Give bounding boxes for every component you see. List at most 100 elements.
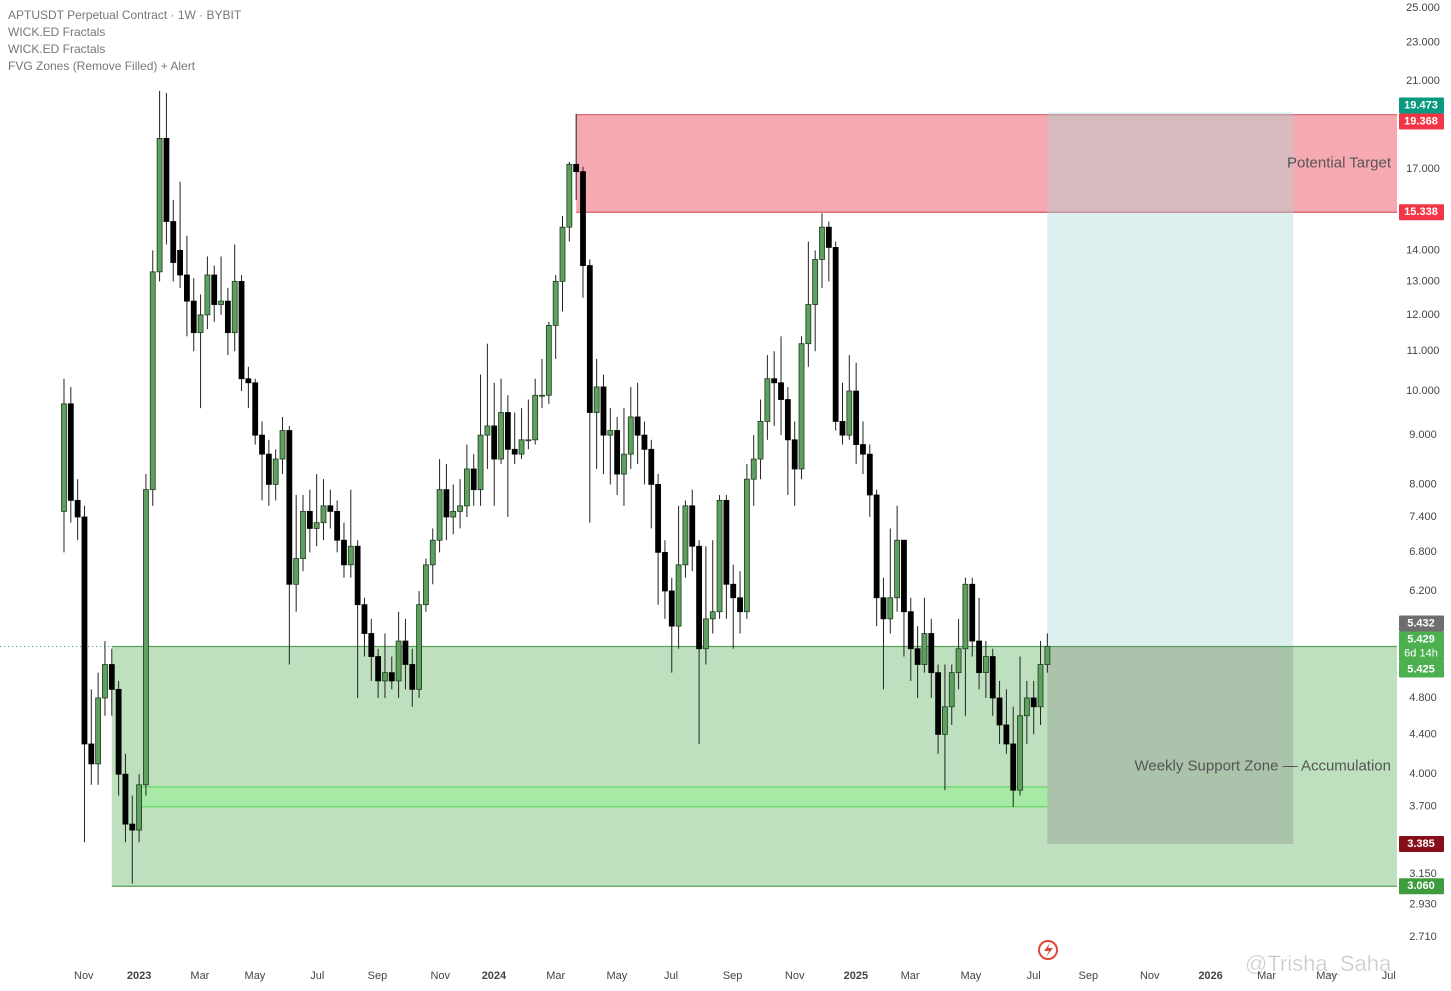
candle-body	[61, 403, 67, 512]
watermark: @Trisha_Saha	[1245, 951, 1392, 976]
x-tick-label: May	[960, 970, 981, 982]
zone	[139, 786, 1048, 807]
price-label: 5.432	[1407, 617, 1435, 629]
candle-body	[853, 390, 860, 445]
candle-body	[327, 505, 334, 512]
candle-body	[703, 618, 709, 650]
candle-body	[108, 664, 115, 690]
candle-body	[860, 444, 866, 455]
x-tick-label: May	[245, 970, 266, 982]
candle-body	[259, 434, 265, 455]
candle-body	[901, 539, 907, 613]
y-tick-label: 4.000	[1409, 768, 1437, 780]
candle-body	[300, 510, 306, 559]
candle-body	[928, 633, 935, 674]
candle-body	[921, 633, 928, 665]
candle-body	[778, 382, 784, 400]
candle-body	[149, 271, 156, 491]
candle-body	[122, 773, 129, 825]
candle-body	[757, 421, 764, 460]
candle-body	[696, 545, 702, 650]
candle-body	[450, 510, 457, 518]
candle-body	[641, 434, 648, 450]
candle-body	[805, 304, 812, 345]
logo-icon	[1038, 940, 1058, 960]
candle-body	[504, 412, 511, 450]
candle-body	[436, 489, 443, 541]
candle-body	[873, 494, 880, 599]
candle-body	[996, 697, 1003, 726]
candle-body	[416, 604, 422, 690]
candle-body	[463, 468, 470, 507]
candle-body	[627, 416, 634, 455]
x-tick-label: Mar	[1257, 970, 1276, 982]
candle-body	[907, 611, 914, 650]
candle-body	[545, 325, 552, 396]
x-tick-label: Nov	[430, 970, 450, 982]
x-tick-label: 2025	[844, 970, 868, 982]
candle-body	[566, 163, 573, 228]
candle-body	[211, 274, 218, 305]
y-tick-label: 23.000	[1406, 37, 1440, 49]
candle-body	[484, 425, 491, 436]
candle-body	[948, 672, 955, 708]
y-tick-label: 2.710	[1409, 931, 1437, 943]
candle-body	[593, 386, 600, 413]
y-tick-label: 8.000	[1409, 478, 1437, 490]
x-tick-label: May	[606, 970, 627, 982]
x-tick-label: 2024	[482, 970, 507, 982]
candle-body	[354, 545, 361, 606]
candle-body	[388, 672, 395, 682]
candle-body	[580, 171, 586, 266]
price-label-box	[1399, 113, 1444, 130]
zone-label: Weekly Support Zone — Accumulation	[1134, 757, 1391, 774]
candle-body	[846, 390, 853, 436]
y-tick-label: 4.800	[1409, 692, 1437, 704]
candle-body	[443, 489, 450, 518]
candle-body	[825, 226, 832, 248]
candle-body	[95, 697, 102, 765]
candle-body	[136, 784, 143, 831]
candle-body	[368, 633, 375, 657]
candle-body	[982, 656, 989, 674]
candle-body	[341, 539, 347, 566]
candle-body	[1023, 697, 1030, 717]
candle-body	[914, 648, 921, 665]
price-label: 3.385	[1407, 838, 1435, 850]
candle-body	[74, 499, 81, 518]
candle-body	[1003, 724, 1010, 745]
candle-body	[607, 430, 614, 436]
candle-body	[395, 640, 402, 682]
indicator-name: WICK.ED Fractals	[8, 25, 105, 39]
candle-body	[750, 458, 757, 480]
y-tick-label: 7.400	[1409, 511, 1437, 523]
y-tick-label: 2.930	[1409, 898, 1437, 910]
candle-body	[532, 394, 539, 441]
candle-body	[129, 823, 136, 831]
candle-body	[218, 300, 224, 305]
candle-body	[648, 448, 655, 485]
candle-body	[559, 226, 566, 282]
candle-body	[313, 522, 320, 529]
y-tick-label: 3.700	[1409, 801, 1437, 813]
candle-body	[67, 403, 74, 501]
candle-body	[942, 706, 948, 735]
candle-body	[184, 274, 190, 302]
candle-body	[1030, 697, 1037, 708]
candle-body	[102, 664, 108, 699]
candle-body	[689, 505, 696, 547]
plot-area: Potential Target Weekly Support Zone — Ac…	[0, 90, 1398, 887]
candle-body	[320, 505, 327, 524]
candle-body	[784, 399, 791, 441]
price-label: 3.060	[1407, 880, 1435, 892]
price-label: 5.425	[1407, 663, 1435, 675]
candle-body	[115, 688, 122, 775]
zone	[111, 646, 1398, 887]
candle-body	[265, 453, 272, 485]
candle-body	[955, 648, 962, 674]
candle-body	[935, 672, 941, 735]
x-tick-label: Mar	[190, 970, 209, 982]
y-tick-label: 9.000	[1409, 429, 1437, 441]
y-tick-label: 17.000	[1406, 163, 1440, 175]
